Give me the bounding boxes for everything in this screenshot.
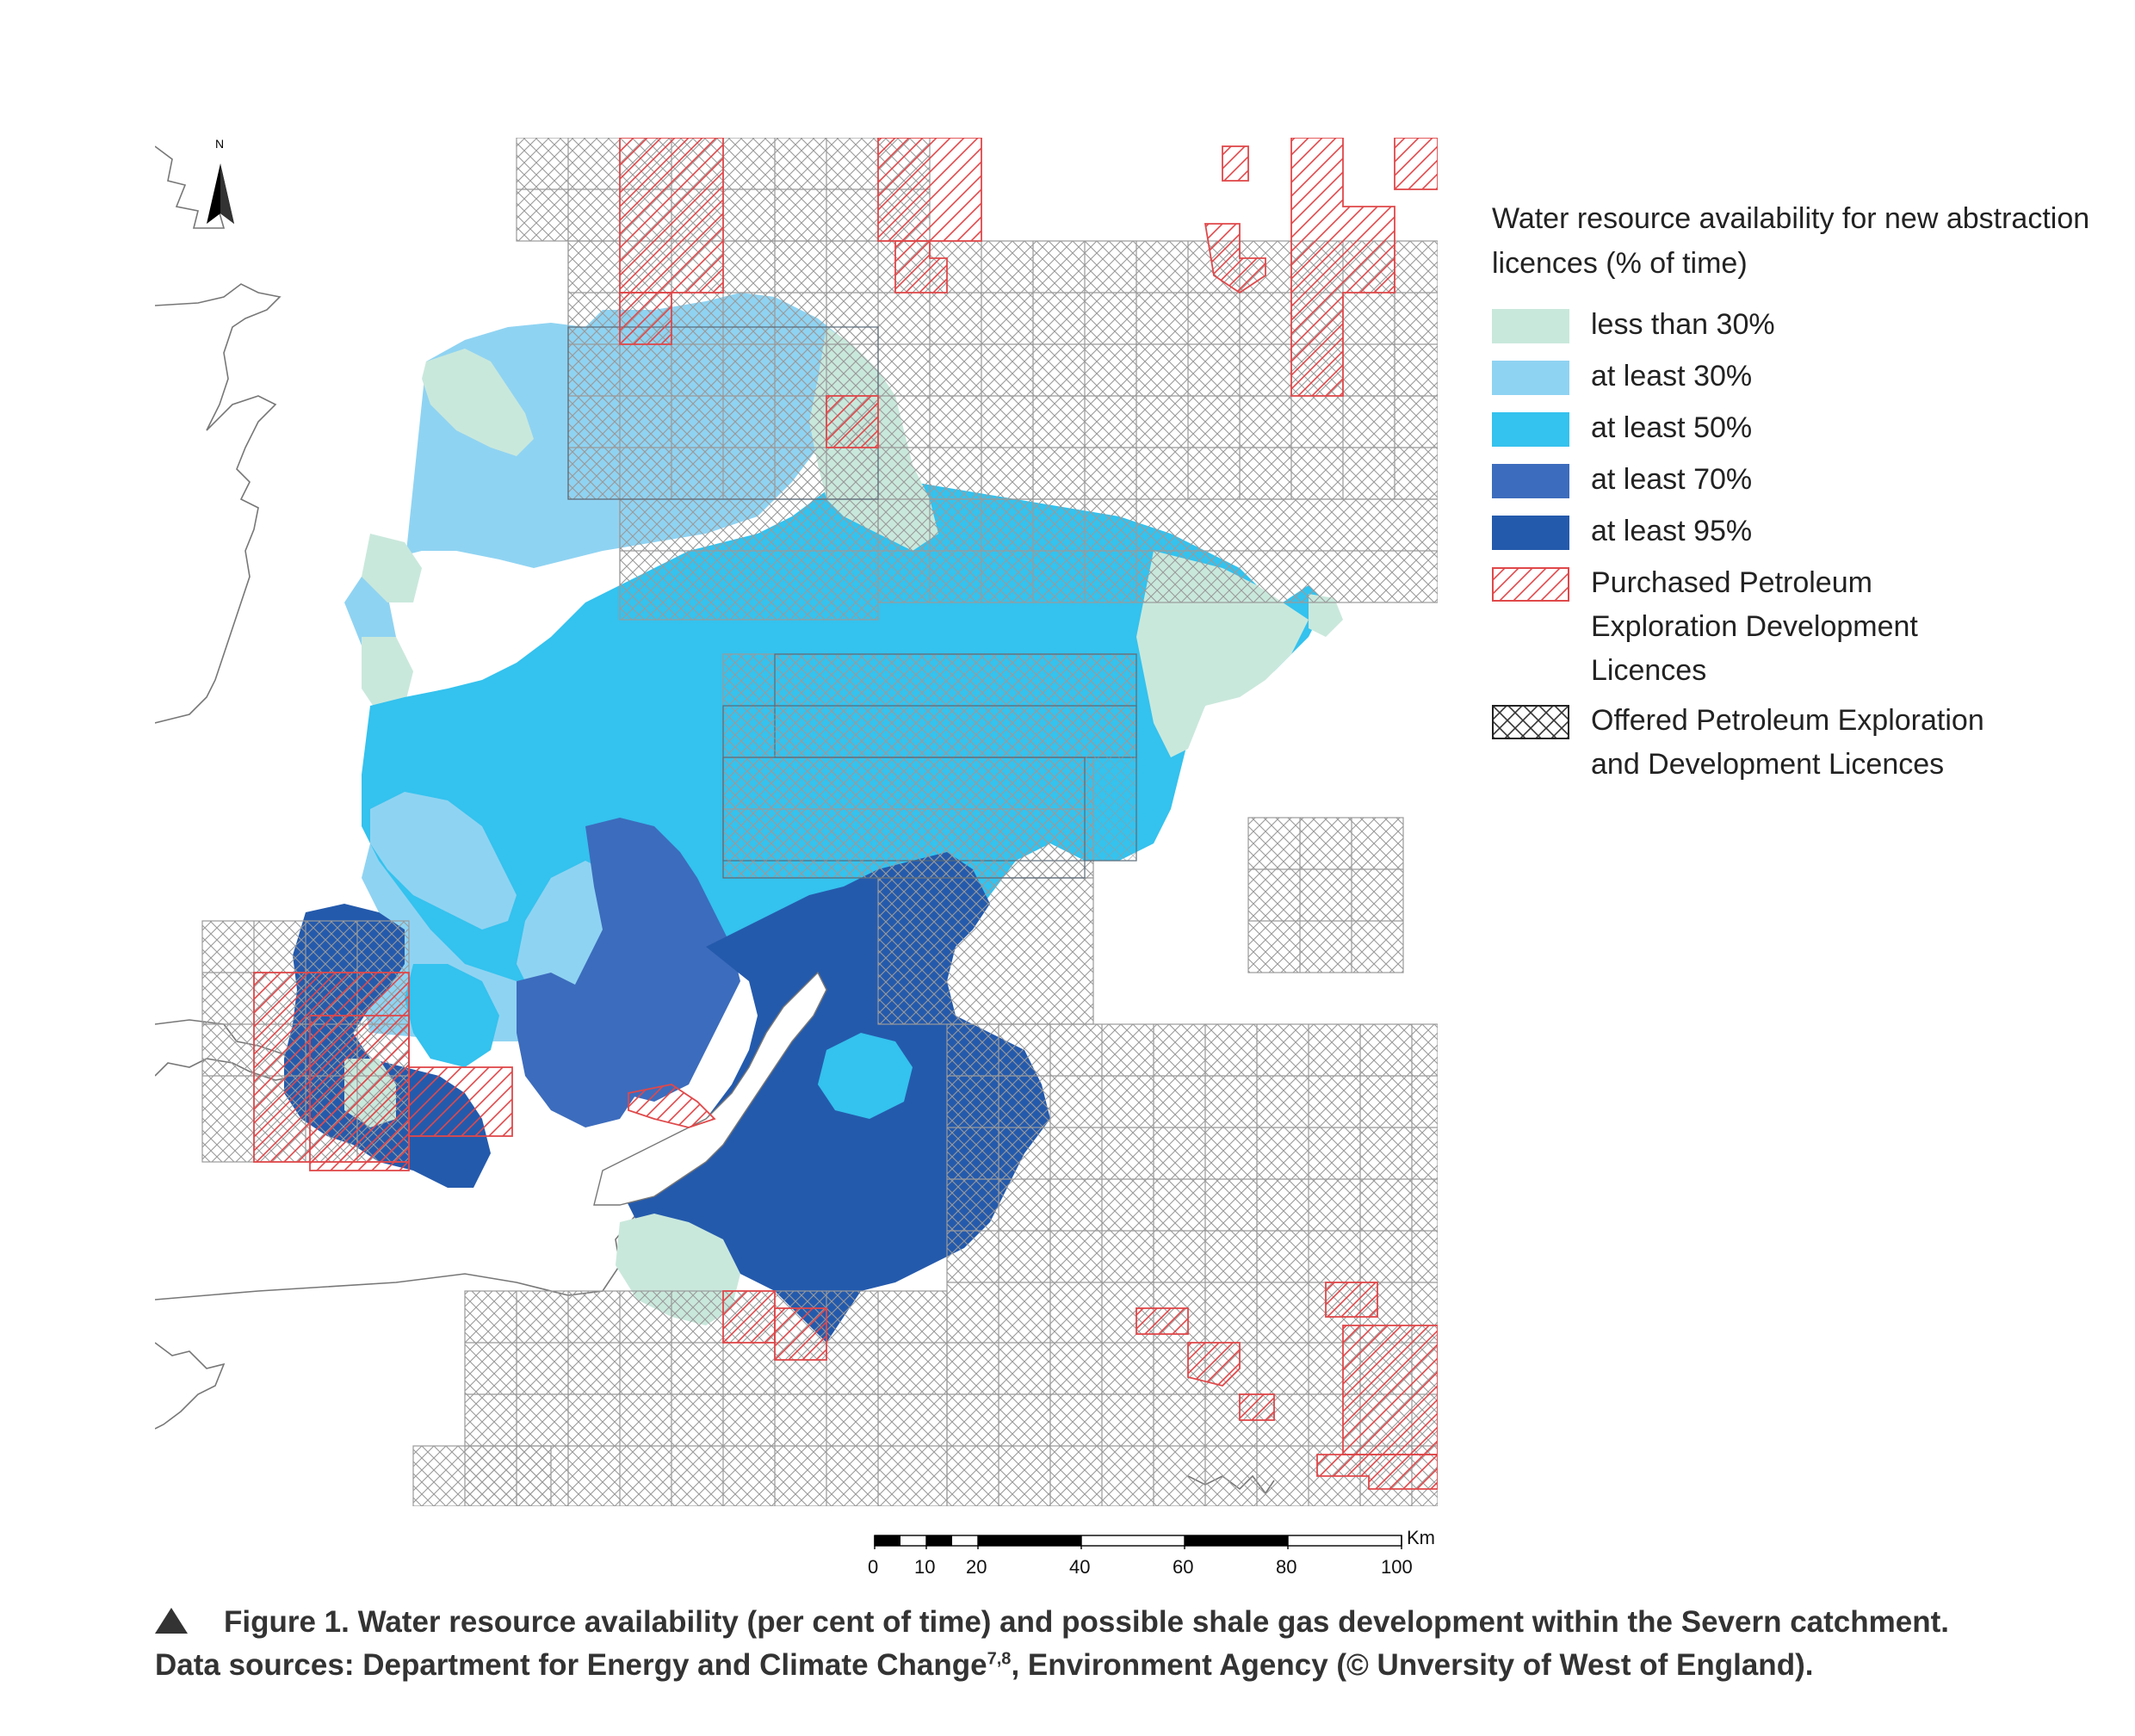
scale-unit: Km [1407, 1527, 1435, 1548]
zone-at-least-50-sw [405, 964, 499, 1067]
zone-less-than-30-w2 [362, 637, 413, 714]
legend-label: at least 30% [1591, 360, 1753, 392]
legend-swatch [1492, 464, 1569, 498]
legend-swatch [1492, 516, 1569, 550]
severn-estuary [593, 971, 827, 1206]
legend-item-offered: Offered Petroleum Exploration and Develo… [1492, 699, 2095, 787]
scale-tick-0: 0 [868, 1556, 879, 1578]
legend-item: at least 95% [1492, 510, 2095, 561]
scale-tick-40: 40 [1069, 1556, 1091, 1578]
caption-text-2b: , Environment Agency (© Unversity of Wes… [1011, 1648, 1814, 1682]
scale-bar [874, 1535, 1402, 1549]
caption-line-2: Data sources: Department for Energy and … [155, 1644, 2075, 1687]
zone-at-least-30-central [370, 792, 517, 930]
legend-swatch [1492, 309, 1569, 343]
figure-caption: Figure 1. Water resource availability (p… [155, 1601, 2075, 1687]
north-arrow-label: N [215, 137, 224, 151]
scale-tick-100: 100 [1381, 1556, 1413, 1578]
zone-less-than-30-w1 [362, 534, 422, 602]
zone-at-least-70-central [568, 818, 740, 1102]
cross-hatch-swatch-icon [1492, 705, 1569, 739]
red-hatch-swatch-icon [1492, 567, 1569, 602]
scale-tick-80: 80 [1276, 1556, 1297, 1578]
legend-label: at least 70% [1591, 463, 1753, 496]
zone-at-least-70-south [517, 973, 637, 1127]
caption-text-2a: Data sources: Department for Energy and … [155, 1648, 987, 1682]
caption-line-1: Figure 1. Water resource availability (p… [155, 1601, 2075, 1644]
legend-label-purchased: Purchased Petroleum Exploration Developm… [1591, 566, 1918, 687]
legend-item: less than 30% [1492, 303, 2095, 355]
scale-tick-60: 60 [1173, 1556, 1194, 1578]
map-legend: Water resource availability for new abst… [1492, 196, 2095, 787]
north-arrow-icon [207, 164, 234, 224]
zone-at-least-50-se [818, 1033, 913, 1119]
scale-tick-20: 20 [966, 1556, 987, 1578]
purchased-licences [253, 138, 1438, 1490]
legend-label-offered: Offered Petroleum Exploration and Develo… [1591, 704, 1984, 781]
caption-text-1: Figure 1. Water resource availability (p… [224, 1605, 1949, 1639]
legend-label: less than 30% [1591, 308, 1775, 341]
legend-swatch [1492, 412, 1569, 447]
legend-item: at least 30% [1492, 355, 2095, 406]
legend-title: Water resource availability for new abst… [1492, 202, 2090, 280]
zone-less-than-30-nw [422, 349, 534, 456]
legend-label: at least 95% [1591, 515, 1753, 547]
caption-footnote: 7,8 [987, 1649, 1012, 1669]
legend-item: at least 70% [1492, 458, 2095, 510]
triangle-up-icon [155, 1608, 188, 1634]
legend-item-purchased: Purchased Petroleum Exploration Developm… [1492, 561, 2095, 699]
zone-less-than-30-e2 [1309, 594, 1343, 637]
legend-label: at least 50% [1591, 411, 1753, 444]
scale-tick-10: 10 [914, 1556, 936, 1578]
legend-swatch [1492, 361, 1569, 395]
legend-item: at least 50% [1492, 406, 2095, 458]
